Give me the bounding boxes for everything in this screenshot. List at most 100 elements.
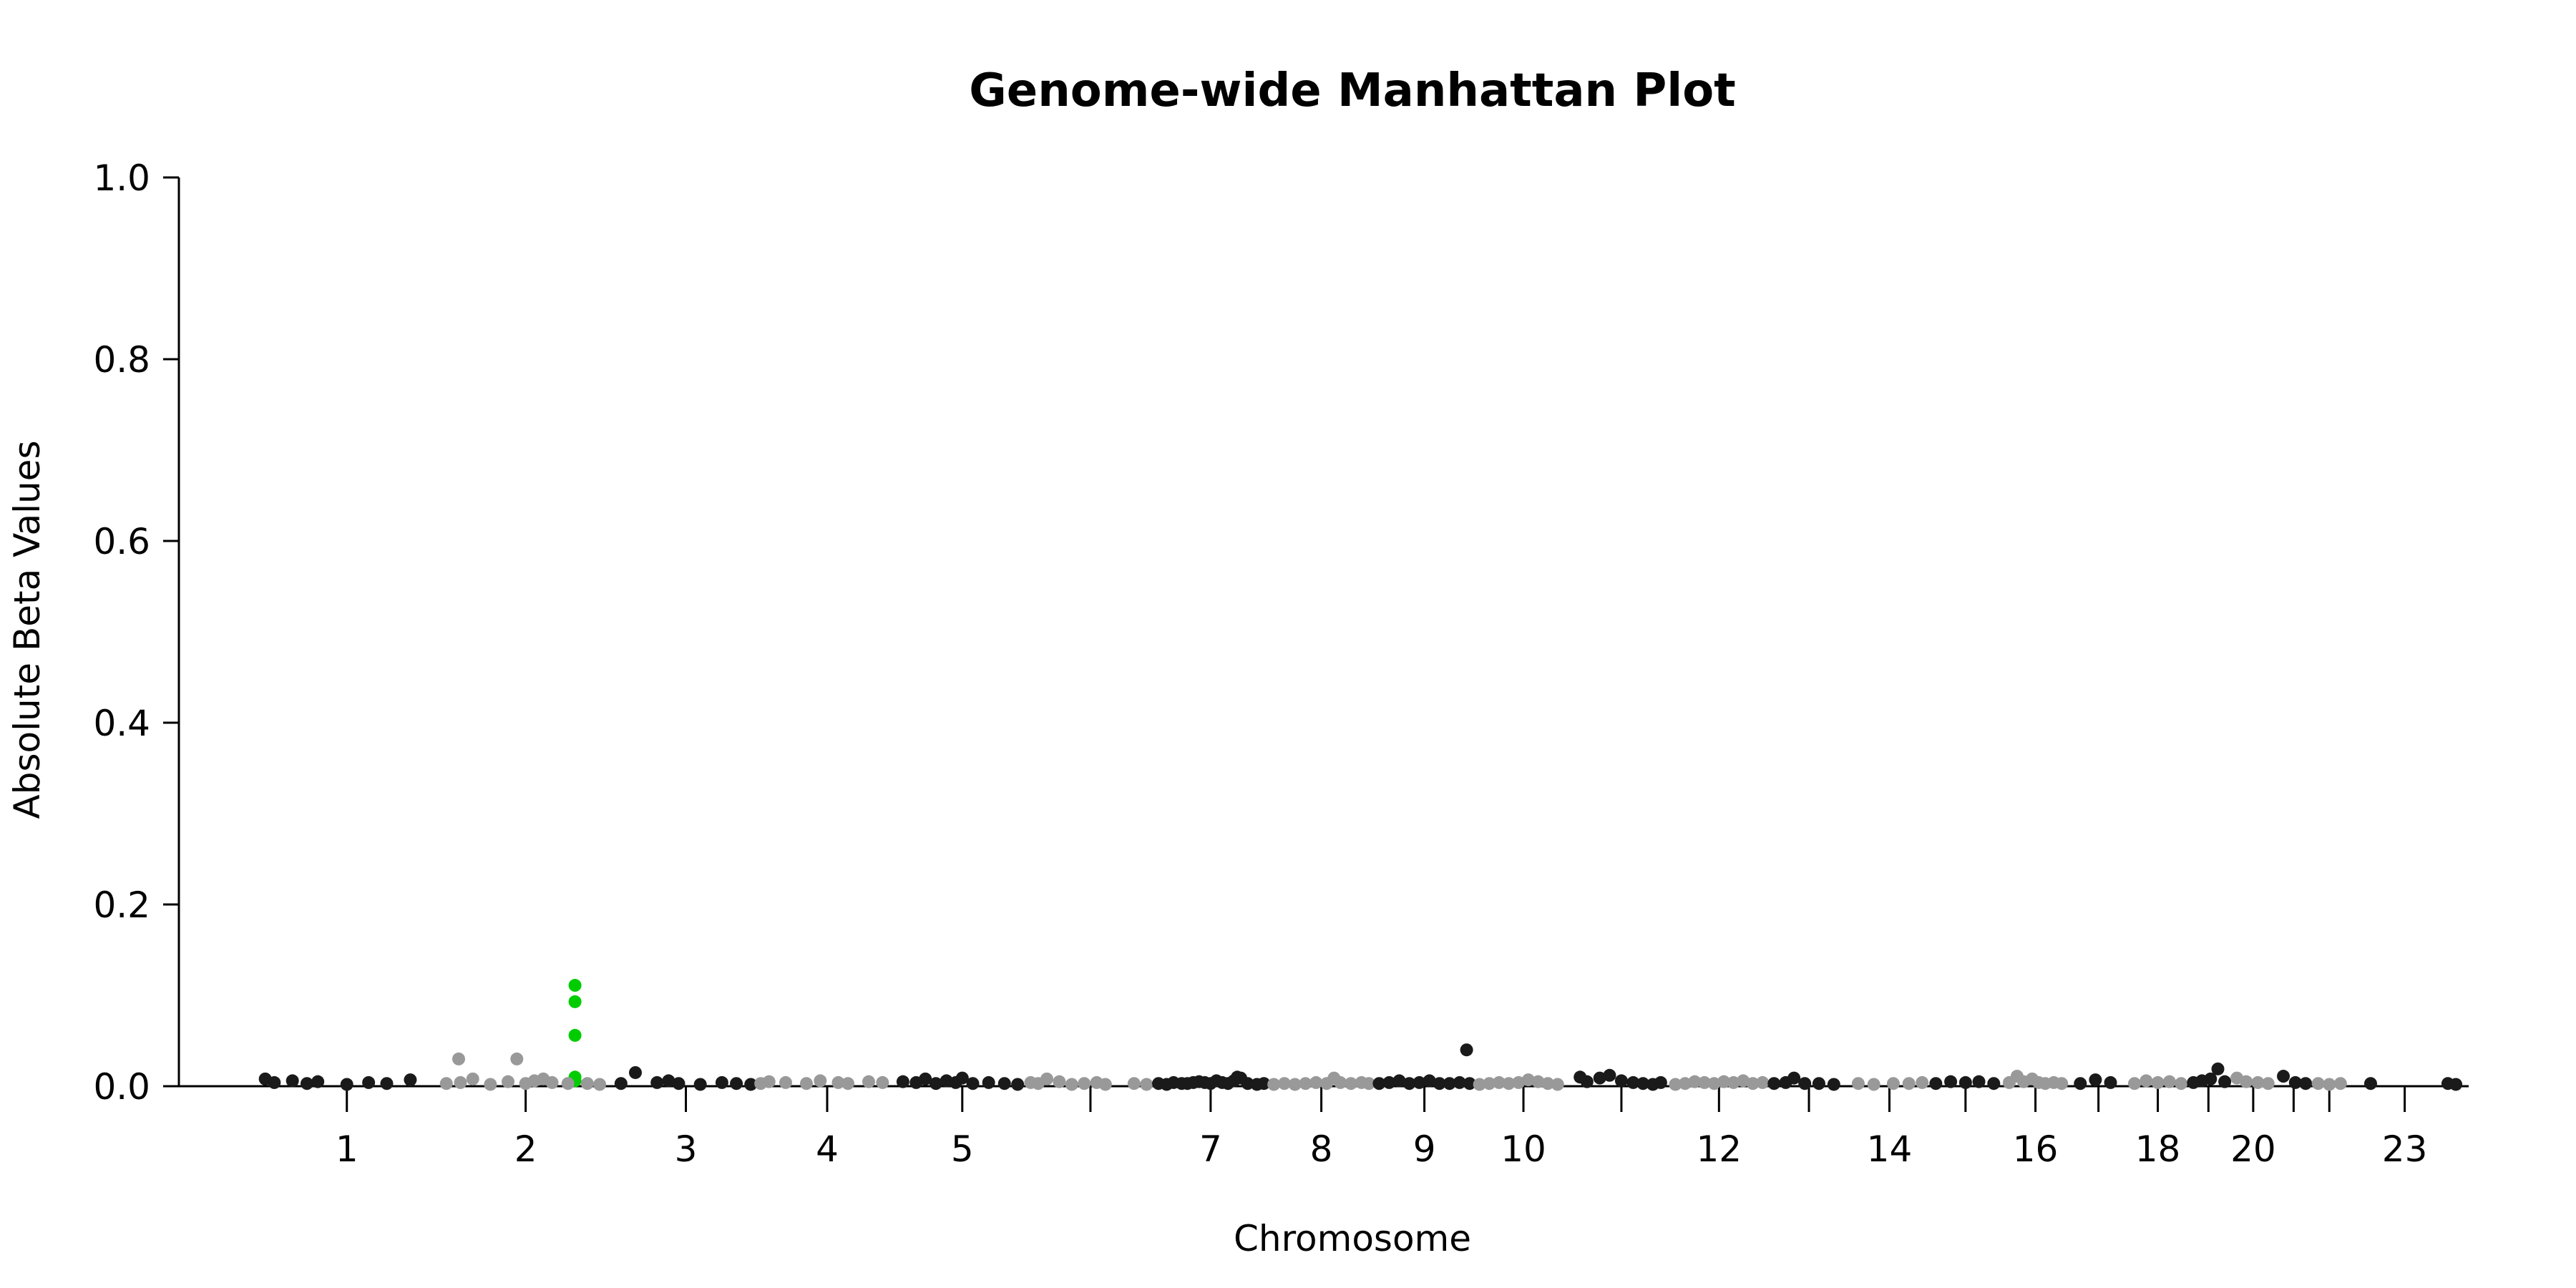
x-axis-label: Chromosome [1234,1218,1471,1259]
data-point [2288,1075,2302,1089]
data-point [831,1075,845,1089]
x-tick-label: 3 [675,1128,698,1170]
data-point [1531,1075,1545,1088]
y-tick-label: 0.0 [93,1066,150,1108]
data-point [1288,1078,1302,1091]
data-point [1402,1077,1416,1091]
data-point [1443,1077,1456,1091]
data-point [362,1075,376,1089]
data-point [1767,1077,1781,1091]
data-point [779,1075,792,1089]
data-point [1140,1078,1153,1091]
data-point [2127,1077,2141,1091]
data-point [862,1075,875,1088]
data-point [814,1074,827,1088]
data-point [1011,1078,1025,1091]
x-tick-label: 20 [2230,1128,2276,1170]
data-point [614,1077,628,1091]
data-point [580,1077,594,1091]
x-axis: 1 2 3 4 5 7 8 9 10 12 14 16 18 20 23 [179,1085,2469,1170]
data-point [1688,1075,1702,1088]
data-point [1812,1077,1825,1091]
data-point [1902,1077,1916,1091]
data-point [2218,1075,2232,1088]
data-point [1737,1074,1750,1088]
data-point [1541,1077,1555,1091]
data-point [2089,1073,2102,1087]
data-point [1453,1075,1466,1089]
data-point [1277,1077,1291,1091]
data-point [1502,1077,1516,1091]
data-point [2055,1077,2069,1091]
data-point [1413,1075,1426,1089]
data-point [1053,1075,1066,1088]
data-point [919,1072,932,1085]
data-point [1334,1075,1347,1089]
data-point [1669,1078,1682,1091]
data-point [955,1071,969,1085]
data-point [799,1077,813,1091]
data-point [1463,1077,1476,1091]
x-tick-label: 12 [1697,1128,1742,1170]
data-point [876,1075,889,1089]
data-point [982,1075,995,1089]
y-axis-label: Absolute Beta Values [6,441,48,819]
x-tick-label: 16 [2013,1128,2059,1170]
data-point [1492,1075,1506,1089]
data-point [1580,1075,1594,1088]
chart-title: Genome-wide Manhattan Plot [969,64,1736,117]
significant-point [568,995,582,1008]
data-point [452,1052,465,1065]
data-point [1972,1075,1986,1088]
x-tick-label: 7 [1199,1128,1222,1170]
data-point [650,1075,664,1089]
data-point [1636,1077,1650,1091]
data-point [501,1075,514,1088]
data-point [1707,1077,1721,1091]
data-point [1727,1075,1740,1089]
data-point [1551,1078,1564,1091]
data-point [1344,1077,1357,1091]
data-point [1944,1075,1958,1088]
data-point [1916,1075,1929,1089]
x-tick-label: 2 [514,1128,537,1170]
data-point [2104,1075,2117,1089]
significant-point [568,1028,582,1042]
data-point [762,1075,776,1088]
data-point [1798,1077,1812,1091]
data-point [311,1075,325,1088]
y-tick-label: 0.6 [93,521,150,562]
data-point [466,1072,479,1085]
data-point [2323,1078,2336,1091]
x-tick-label: 8 [1310,1128,1333,1170]
data-point [1756,1075,1770,1089]
data-point [2277,1070,2290,1083]
data-point [1433,1077,1446,1091]
data-point [2311,1077,2325,1091]
data-point [286,1074,299,1088]
data-point [2211,1062,2225,1075]
data-point [1127,1077,1141,1091]
data-point [2162,1075,2176,1088]
significant-point [568,979,582,992]
data-point [2140,1074,2153,1088]
data-point [2175,1077,2188,1091]
data-point [1382,1075,1396,1089]
data-point [268,1075,281,1089]
data-point [929,1077,942,1091]
data-point [1241,1077,1254,1091]
data-point [1717,1075,1731,1088]
data-points [258,979,2463,1091]
x-tick-label: 23 [2382,1128,2428,1170]
data-point [1886,1077,1900,1091]
data-point [340,1078,353,1091]
data-point [1473,1078,1486,1091]
data-point [545,1075,559,1089]
data-point [1078,1077,1091,1091]
data-point [454,1075,467,1089]
data-point [1958,1075,1972,1089]
data-point [693,1078,707,1091]
data-point [1460,1043,1473,1057]
data-point [510,1052,524,1065]
y-tick-label: 0.2 [93,884,150,926]
